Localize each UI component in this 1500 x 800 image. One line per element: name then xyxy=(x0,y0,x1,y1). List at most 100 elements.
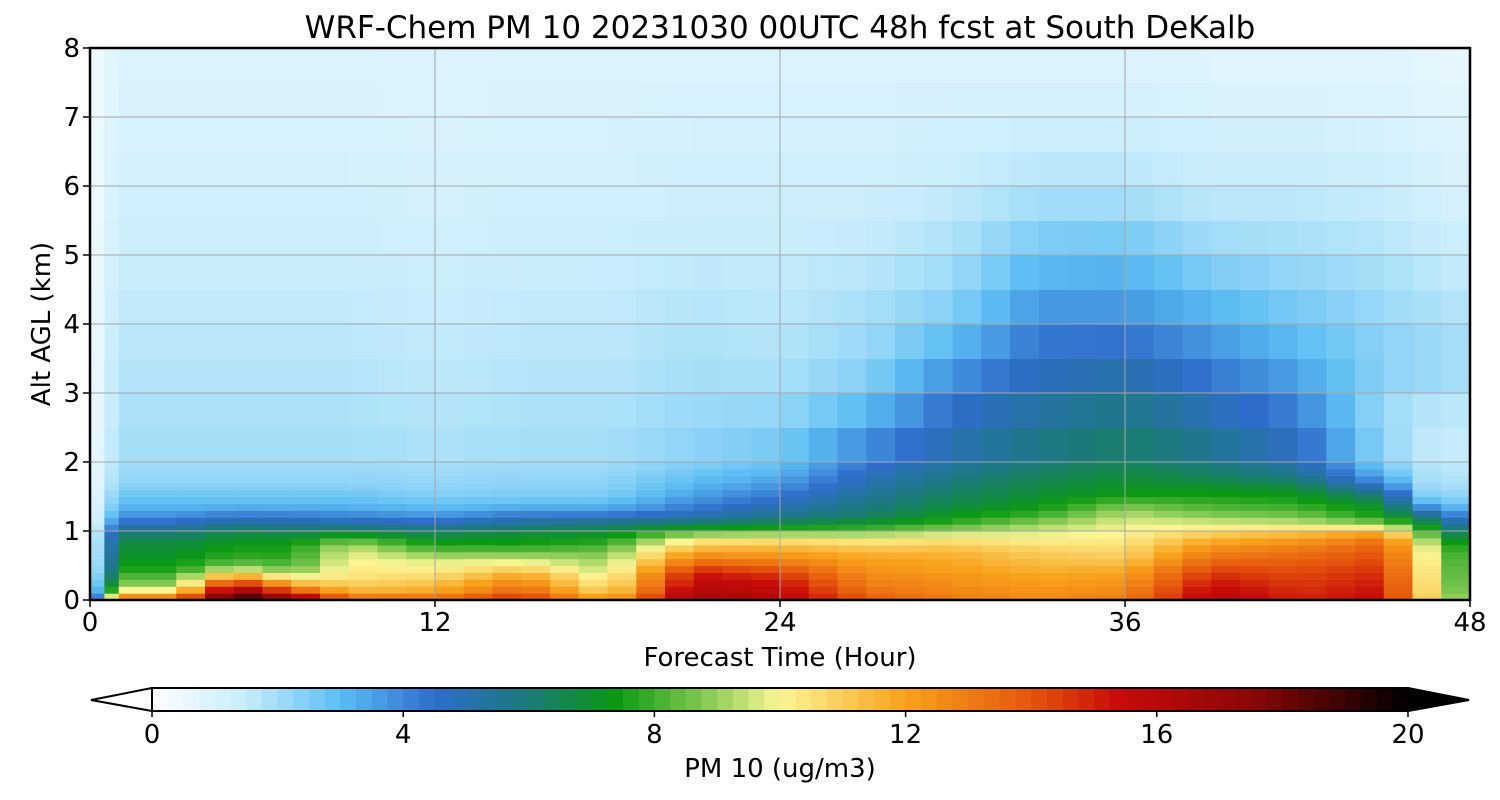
heatmap-cell xyxy=(1096,579,1126,587)
heatmap-cell xyxy=(1153,572,1184,580)
heatmap-cell xyxy=(751,462,781,470)
heatmap-cell xyxy=(1441,593,1471,601)
heatmap-cell xyxy=(435,468,465,477)
heatmap-cell xyxy=(866,558,896,567)
colorbar-segment xyxy=(1376,688,1393,711)
heatmap-cell xyxy=(636,82,666,118)
heatmap-cell xyxy=(1153,531,1184,539)
heatmap-cell xyxy=(866,496,896,504)
heatmap-cell xyxy=(1297,255,1327,291)
y-tick-label: 0 xyxy=(63,586,80,616)
heatmap-cell xyxy=(1355,220,1385,256)
heatmap-cell xyxy=(722,551,752,560)
heatmap-cell xyxy=(147,586,177,594)
colorbar-segment xyxy=(921,688,938,711)
heatmap-cell xyxy=(923,462,954,470)
heatmap-cell xyxy=(1355,565,1385,573)
heatmap-cell xyxy=(722,117,752,153)
heatmap-cell xyxy=(291,579,321,587)
heatmap-cell xyxy=(665,489,695,498)
heatmap-cell xyxy=(1211,482,1241,491)
heatmap-cell xyxy=(1268,558,1299,567)
heatmap-cell xyxy=(751,324,781,360)
heatmap-cell xyxy=(1326,186,1356,222)
heatmap-cell xyxy=(665,82,695,118)
heatmap-cell xyxy=(578,565,609,573)
heatmap-cell xyxy=(348,586,379,594)
heatmap-cell xyxy=(463,537,494,546)
heatmap-cell xyxy=(1412,531,1442,539)
heatmap-cell xyxy=(521,510,551,518)
heatmap-cell xyxy=(262,482,292,491)
heatmap-cell xyxy=(693,220,724,256)
heatmap-cell xyxy=(1412,496,1442,504)
heatmap-cell xyxy=(176,558,206,567)
heatmap-cell xyxy=(636,393,666,429)
heatmap-cell xyxy=(348,531,379,539)
heatmap-cell xyxy=(435,524,465,532)
heatmap-cell xyxy=(780,393,810,429)
heatmap-cell xyxy=(1125,482,1155,491)
heatmap-cell xyxy=(1268,503,1299,511)
heatmap-cell xyxy=(1240,496,1270,504)
heatmap-cell xyxy=(952,117,982,153)
heatmap-cell xyxy=(550,220,580,256)
heatmap-cell xyxy=(1125,489,1155,498)
heatmap-cell xyxy=(1355,393,1385,429)
heatmap-cell xyxy=(1153,551,1184,560)
heatmap-cell xyxy=(320,220,350,256)
heatmap-cell xyxy=(981,220,1011,256)
heatmap-cell xyxy=(492,151,522,187)
heatmap-cell xyxy=(435,593,465,601)
heatmap-cell xyxy=(262,475,292,484)
heatmap-cell xyxy=(1412,503,1442,511)
heatmap-cell xyxy=(348,537,379,546)
heatmap-cell xyxy=(1412,524,1442,532)
heatmap-cell xyxy=(521,517,551,525)
heatmap-cell xyxy=(550,324,580,360)
heatmap-cell xyxy=(1441,151,1471,187)
heatmap-cell xyxy=(1182,48,1212,84)
heatmap-cell xyxy=(262,524,292,532)
heatmap-cell xyxy=(1125,558,1155,567)
heatmap-cell xyxy=(808,558,839,567)
heatmap-cell xyxy=(1240,393,1270,429)
heatmap-cell xyxy=(952,551,982,560)
colorbar-segment xyxy=(937,688,954,711)
x-tick-label: 12 xyxy=(418,608,451,638)
heatmap-cell xyxy=(1326,117,1356,153)
heatmap-cell xyxy=(406,558,436,567)
heatmap-cell xyxy=(147,510,177,518)
y-tick-label: 8 xyxy=(63,34,80,64)
heatmap-cell xyxy=(808,531,839,539)
heatmap-cell xyxy=(1096,117,1126,153)
heatmap-cell xyxy=(406,468,436,477)
heatmap-cell xyxy=(492,82,522,118)
heatmap-cell xyxy=(981,537,1011,546)
colorbar: 0 4 8 12 16 20 PM 10 (ug/m3) xyxy=(90,686,1470,784)
heatmap-cell xyxy=(1268,544,1299,553)
heatmap-cell xyxy=(665,324,695,360)
heatmap-cell xyxy=(1153,524,1184,532)
heatmap-cell xyxy=(780,117,810,153)
heatmap-cell xyxy=(147,482,177,491)
heatmap-cell xyxy=(147,393,177,429)
heatmap-cell xyxy=(751,186,781,222)
heatmap-cell xyxy=(291,558,321,567)
heatmap-cell xyxy=(1297,82,1327,118)
colorbar-segment xyxy=(293,688,310,711)
heatmap-cell xyxy=(1240,220,1270,256)
heatmap-cell xyxy=(808,151,839,187)
heatmap-cell xyxy=(521,482,551,491)
heatmap-cell xyxy=(607,48,637,84)
heatmap-cell xyxy=(1355,558,1385,567)
heatmap-cell xyxy=(837,531,867,539)
heatmap-cell xyxy=(550,482,580,491)
heatmap-cell xyxy=(1038,517,1069,525)
heatmap-cell xyxy=(1383,558,1414,567)
heatmap-cell xyxy=(492,517,522,525)
heatmap-cell xyxy=(722,544,752,553)
heatmap-cell xyxy=(1268,186,1299,222)
heatmap-cell xyxy=(636,565,666,573)
heatmap-cell xyxy=(1067,537,1097,546)
